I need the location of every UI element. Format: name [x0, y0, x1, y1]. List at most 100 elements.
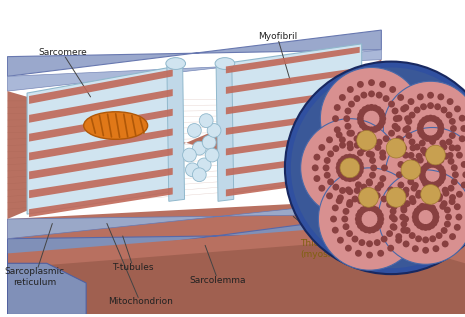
- Circle shape: [419, 174, 426, 181]
- Polygon shape: [29, 69, 173, 104]
- Circle shape: [367, 192, 374, 199]
- Circle shape: [366, 179, 373, 186]
- Ellipse shape: [166, 58, 186, 69]
- Circle shape: [441, 227, 448, 234]
- Circle shape: [432, 217, 439, 224]
- Circle shape: [368, 140, 375, 147]
- Circle shape: [416, 153, 423, 160]
- Circle shape: [451, 164, 458, 171]
- Circle shape: [400, 204, 407, 211]
- Circle shape: [415, 192, 422, 199]
- Circle shape: [199, 114, 213, 127]
- Text: Thin filament
(actin): Thin filament (actin): [344, 197, 415, 240]
- Circle shape: [414, 208, 421, 214]
- Circle shape: [193, 141, 206, 155]
- Polygon shape: [7, 254, 86, 314]
- Circle shape: [381, 165, 388, 171]
- Circle shape: [339, 94, 346, 101]
- Polygon shape: [226, 172, 360, 197]
- Circle shape: [412, 217, 419, 224]
- Circle shape: [452, 171, 459, 178]
- Circle shape: [375, 124, 382, 131]
- Circle shape: [395, 237, 402, 244]
- Circle shape: [366, 227, 373, 234]
- Circle shape: [383, 95, 390, 102]
- Circle shape: [440, 107, 447, 113]
- Circle shape: [336, 168, 343, 175]
- Circle shape: [395, 194, 402, 201]
- Circle shape: [404, 115, 411, 122]
- Circle shape: [355, 212, 362, 219]
- Circle shape: [401, 160, 421, 180]
- Circle shape: [375, 222, 382, 229]
- Polygon shape: [7, 30, 381, 76]
- Circle shape: [417, 125, 424, 132]
- Circle shape: [355, 181, 362, 188]
- Circle shape: [417, 128, 424, 135]
- Circle shape: [425, 223, 432, 230]
- Circle shape: [445, 214, 452, 221]
- Circle shape: [390, 223, 397, 230]
- Circle shape: [440, 144, 447, 151]
- Circle shape: [357, 132, 364, 138]
- Circle shape: [386, 138, 406, 158]
- Circle shape: [427, 148, 434, 155]
- Text: Thick filament
(myosin): Thick filament (myosin): [293, 217, 365, 259]
- Circle shape: [436, 119, 442, 126]
- Circle shape: [339, 136, 346, 143]
- Circle shape: [313, 175, 320, 182]
- Circle shape: [352, 196, 359, 203]
- Polygon shape: [224, 44, 362, 194]
- Circle shape: [365, 126, 372, 133]
- Circle shape: [410, 198, 417, 205]
- Circle shape: [343, 223, 349, 230]
- Circle shape: [430, 115, 437, 122]
- Circle shape: [343, 208, 349, 215]
- Circle shape: [368, 126, 375, 133]
- Circle shape: [319, 168, 421, 270]
- Circle shape: [417, 122, 424, 129]
- Circle shape: [419, 204, 426, 210]
- Circle shape: [343, 154, 350, 161]
- Circle shape: [360, 145, 367, 152]
- Circle shape: [391, 203, 398, 210]
- Circle shape: [425, 145, 445, 165]
- Circle shape: [345, 123, 352, 130]
- Circle shape: [421, 165, 427, 172]
- Circle shape: [312, 165, 319, 171]
- Circle shape: [439, 171, 446, 178]
- Circle shape: [449, 198, 456, 205]
- Circle shape: [421, 117, 428, 124]
- Circle shape: [400, 145, 407, 152]
- Circle shape: [374, 185, 381, 192]
- Circle shape: [422, 203, 429, 210]
- Circle shape: [379, 115, 386, 122]
- Circle shape: [400, 106, 407, 113]
- Circle shape: [359, 206, 366, 213]
- Circle shape: [357, 115, 364, 122]
- Circle shape: [285, 61, 465, 274]
- Circle shape: [416, 222, 423, 229]
- Circle shape: [366, 240, 373, 247]
- Circle shape: [434, 103, 441, 110]
- Circle shape: [438, 125, 445, 132]
- Polygon shape: [216, 60, 234, 201]
- Circle shape: [374, 144, 381, 151]
- Circle shape: [422, 247, 429, 254]
- Circle shape: [346, 201, 353, 208]
- Polygon shape: [226, 88, 360, 114]
- Circle shape: [402, 104, 409, 111]
- Circle shape: [407, 98, 414, 105]
- Circle shape: [426, 161, 433, 168]
- Circle shape: [350, 175, 357, 182]
- Circle shape: [402, 191, 409, 198]
- Circle shape: [443, 190, 449, 197]
- Text: Sarcolemma: Sarcolemma: [190, 245, 246, 285]
- Circle shape: [449, 194, 456, 201]
- Circle shape: [339, 142, 346, 149]
- Circle shape: [455, 214, 462, 221]
- Circle shape: [427, 92, 434, 99]
- Circle shape: [396, 171, 403, 178]
- Circle shape: [357, 209, 364, 216]
- Circle shape: [370, 226, 377, 233]
